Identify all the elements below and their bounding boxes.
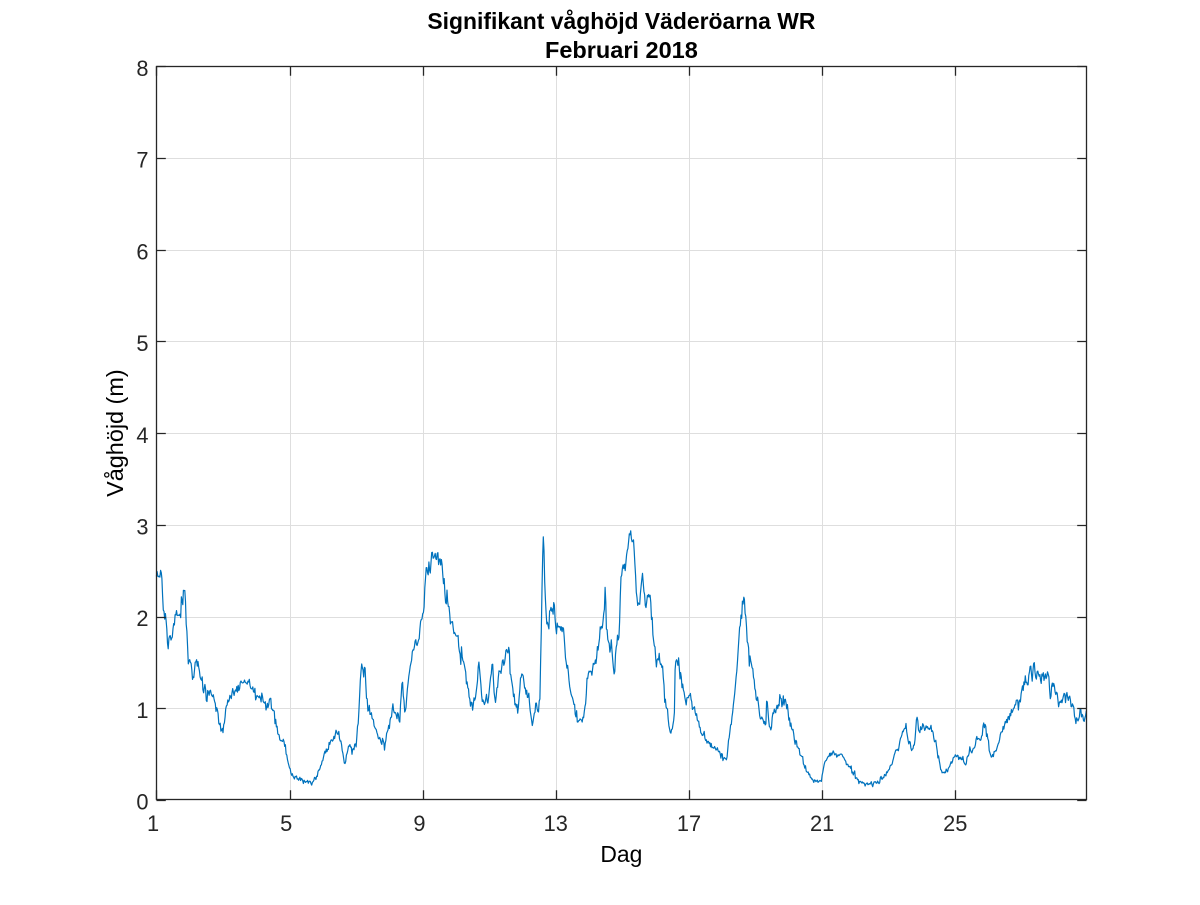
svg-text:6: 6 [136,239,148,264]
svg-text:1: 1 [136,698,148,723]
svg-text:0: 0 [136,790,148,815]
svg-text:5: 5 [136,331,148,356]
svg-text:Signifikant våghöjd Väderöarna: Signifikant våghöjd Väderöarna WR [427,8,815,34]
svg-text:9: 9 [413,811,425,836]
svg-text:4: 4 [136,423,148,448]
svg-text:3: 3 [136,515,148,540]
svg-text:21: 21 [810,811,834,836]
svg-text:Våghöjd (m): Våghöjd (m) [102,369,128,497]
svg-text:17: 17 [677,811,701,836]
svg-text:25: 25 [943,811,967,836]
svg-text:2: 2 [136,606,148,631]
svg-text:1: 1 [147,811,159,836]
svg-text:7: 7 [136,148,148,173]
svg-text:Februari 2018: Februari 2018 [545,37,698,63]
svg-text:8: 8 [136,56,148,81]
svg-text:13: 13 [544,811,568,836]
svg-text:Dag: Dag [600,841,642,867]
svg-text:5: 5 [280,811,292,836]
